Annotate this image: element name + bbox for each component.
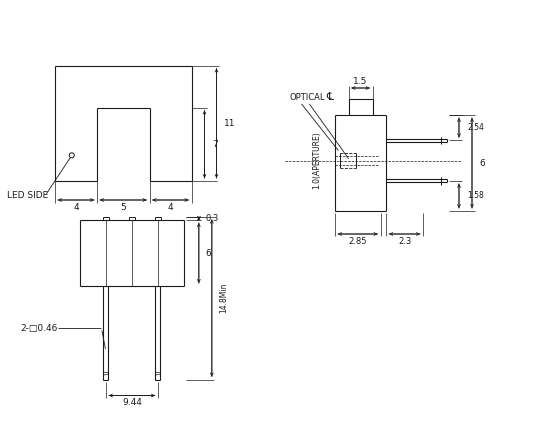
Text: 7: 7 [212,140,218,149]
Text: 14.8Min: 14.8Min [219,283,228,314]
Text: 2-□0.46: 2-□0.46 [20,324,57,333]
Text: 4: 4 [73,202,79,212]
Text: 0.3: 0.3 [206,214,219,223]
Text: OPTICAL: OPTICAL [290,93,325,101]
Text: 1.58: 1.58 [467,191,484,201]
Text: 11: 11 [223,119,235,128]
Text: 1.5: 1.5 [353,76,368,86]
Text: 2.3: 2.3 [398,238,411,247]
Text: 1.0(APERTURE): 1.0(APERTURE) [312,132,321,190]
Text: 6: 6 [479,158,485,168]
Text: LED SIDE: LED SIDE [7,191,48,201]
Text: 9.44: 9.44 [122,398,142,407]
Text: 2.85: 2.85 [348,238,367,247]
Text: ℄: ℄ [326,92,333,102]
Text: 2.54: 2.54 [467,123,484,132]
Text: 5: 5 [120,202,126,212]
Text: 6: 6 [206,248,212,258]
Text: 4: 4 [167,202,173,212]
